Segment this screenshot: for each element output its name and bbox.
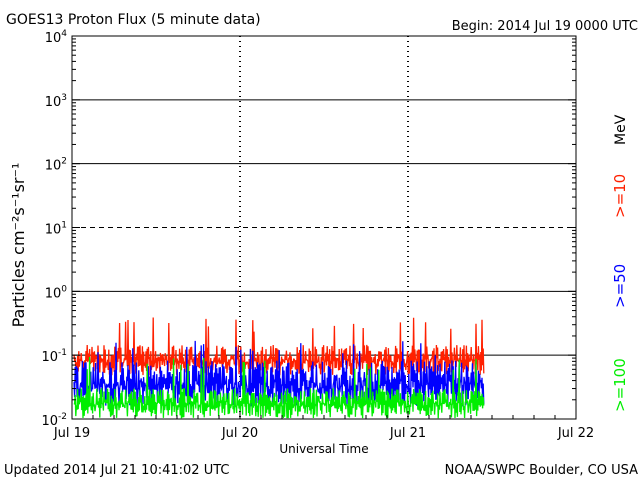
- threshold-lines: [72, 99, 576, 356]
- x-axis-label: Universal Time: [279, 442, 368, 456]
- x-axis: Jul 19 Jul 20 Jul 21 Jul 22: [53, 411, 594, 441]
- source-label: NOAA/SWPC Boulder, CO USA: [445, 463, 638, 478]
- y-tick-label-1: 10-1: [41, 348, 67, 365]
- series-line-2: [73, 356, 485, 419]
- y-tick-label-2: 100: [45, 284, 68, 301]
- x-tick-label-2: Jul 21: [389, 426, 426, 441]
- x-tick-label-1: Jul 20: [221, 426, 258, 441]
- series-group: [73, 317, 485, 419]
- y-axis: 10-2 10-1 100 101 102 103 104: [41, 29, 576, 429]
- legend-entry-0: >=10: [611, 174, 629, 218]
- updated-label: Updated 2014 Jul 21 10:41:02 UTC: [4, 463, 229, 478]
- y-tick-label-6: 104: [45, 29, 68, 46]
- y-axis-label: Particles cm⁻²s⁻¹sr⁻¹: [9, 163, 28, 328]
- legend-entry-1: >=50: [611, 264, 629, 308]
- y-tick-label-3: 101: [45, 221, 67, 238]
- chart-title: GOES13 Proton Flux (5 minute data): [6, 12, 261, 28]
- legend-unit: MeV: [613, 114, 629, 145]
- x-tick-label-0: Jul 19: [53, 426, 90, 441]
- y-tick-label-5: 103: [45, 93, 67, 110]
- legend-entry-2: >=100: [611, 358, 629, 412]
- y-tick-label-0: 10-2: [41, 412, 67, 429]
- begin-time-label: Begin: 2014 Jul 19 0000 UTC: [452, 19, 638, 34]
- legend: MeV >=10 >=50 >=100: [611, 114, 629, 412]
- x-tick-label-3: Jul 22: [557, 426, 594, 441]
- y-tick-label-4: 102: [45, 157, 67, 174]
